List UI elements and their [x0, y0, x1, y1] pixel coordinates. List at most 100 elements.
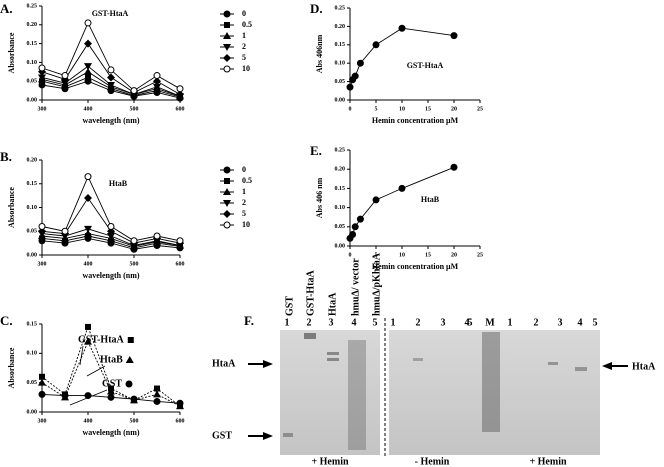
panel-label: C.: [0, 313, 13, 328]
legend-label: 0: [242, 165, 246, 174]
marker: [125, 356, 134, 363]
y-tick-label: 0.10: [27, 205, 38, 211]
band-label: HtaA: [632, 361, 656, 372]
marker: [38, 223, 46, 230]
condition: + Hemin: [311, 456, 349, 467]
x-tick-label: 300: [38, 106, 47, 112]
marker: [398, 184, 406, 192]
y-tick-label: 0.15: [335, 186, 346, 192]
x-tick-label: 400: [84, 261, 93, 267]
marker: [107, 393, 115, 401]
marker: [154, 385, 160, 392]
lane-number: 4: [465, 317, 470, 328]
y-tick-label: 0.25: [335, 147, 346, 153]
lane-title: HtaA: [327, 292, 338, 316]
panel-label: A.: [0, 1, 13, 16]
gel-image: [389, 330, 600, 455]
x-tick-label: 10: [399, 106, 405, 112]
marker: [153, 397, 161, 405]
y-tick-label: 0.05: [27, 79, 38, 85]
x-axis-label: Hemin concentration μM: [372, 262, 459, 271]
x-tick-label: 20: [451, 252, 457, 258]
y-tick-label: 0.15: [27, 321, 38, 327]
legend-label: 0.5: [242, 20, 252, 29]
marker: [84, 39, 92, 48]
x-tick-label: 0: [349, 106, 352, 112]
marker: [61, 227, 69, 235]
pointer: [79, 345, 84, 366]
y-axis-label: Absorbance: [7, 32, 16, 73]
x-tick-label: 15: [425, 252, 431, 258]
x-tick-label: 300: [38, 418, 47, 424]
series-line: [349, 27, 455, 88]
lane-number: 2: [534, 317, 539, 328]
marker: [153, 232, 161, 240]
legend-label: 5: [242, 209, 246, 218]
marker: [61, 80, 69, 88]
lane-number: 3: [441, 317, 446, 328]
marker: [349, 230, 357, 238]
y-tick-label: 0.00: [335, 97, 346, 103]
lane-number: 2: [307, 317, 312, 328]
y-tick-label: 0.05: [335, 224, 346, 230]
y-axis-label: Absorbance: [7, 187, 16, 228]
marker: [85, 323, 91, 330]
legend-label: GST: [102, 378, 122, 389]
marker: [38, 74, 46, 82]
y-tick-label: 0.15: [27, 41, 38, 47]
marker: [223, 32, 231, 39]
marker: [356, 215, 364, 223]
marker: [130, 87, 138, 95]
arrow: [602, 362, 612, 370]
marker: [84, 173, 92, 181]
marker: [153, 83, 161, 91]
band-label: GST: [212, 430, 232, 441]
y-tick-label: 0.15: [27, 181, 38, 187]
marker: [107, 387, 115, 395]
marker: [356, 59, 364, 67]
legend-label: 10: [242, 220, 250, 229]
arrow: [263, 432, 273, 440]
marker: [351, 223, 359, 231]
legend-label: HtaB: [100, 354, 123, 365]
marker: [224, 22, 230, 28]
legend-label: 2: [242, 198, 246, 207]
legend-label: 2: [242, 42, 246, 51]
x-tick-label: 500: [130, 261, 139, 267]
marker: [372, 41, 380, 49]
y-tick-label: 0.10: [27, 351, 38, 357]
y-tick-label: 0.00: [27, 97, 38, 103]
x-tick-label: 25: [477, 252, 483, 258]
pointer: [86, 365, 106, 377]
x-tick-label: 600: [176, 418, 185, 424]
marker: [107, 73, 115, 82]
x-axis-label: wavelength (nm): [82, 116, 139, 125]
x-axis-label: Hemin concentration μM: [372, 116, 459, 125]
marker: [61, 392, 69, 400]
x-tick-label: 600: [176, 261, 185, 267]
pointer: [69, 389, 108, 406]
marker: [130, 395, 138, 403]
legend-label: 1: [242, 31, 246, 40]
marker: [223, 54, 231, 62]
marker: [127, 337, 134, 343]
x-tick-label: 600: [176, 106, 185, 112]
chart-title: HtaB: [109, 179, 128, 188]
marker: [176, 90, 184, 99]
y-tick-label: 0.10: [335, 205, 346, 211]
marker: [38, 390, 46, 398]
marker: [346, 83, 354, 91]
y-tick-label: 0.20: [335, 167, 346, 173]
marker: [450, 32, 458, 40]
marker: [84, 19, 92, 27]
marker: [223, 10, 231, 18]
legend-label: 5: [242, 53, 246, 62]
marker: [223, 210, 231, 218]
panel-label: F.: [244, 313, 254, 328]
y-axis-label: Abs 406 nm: [315, 177, 324, 218]
legend-label: 1: [242, 187, 246, 196]
x-tick-label: 25: [477, 106, 483, 112]
y-axis-label: Absorbance: [7, 347, 16, 388]
marker: [223, 44, 231, 51]
x-tick-label: 5: [375, 106, 378, 112]
